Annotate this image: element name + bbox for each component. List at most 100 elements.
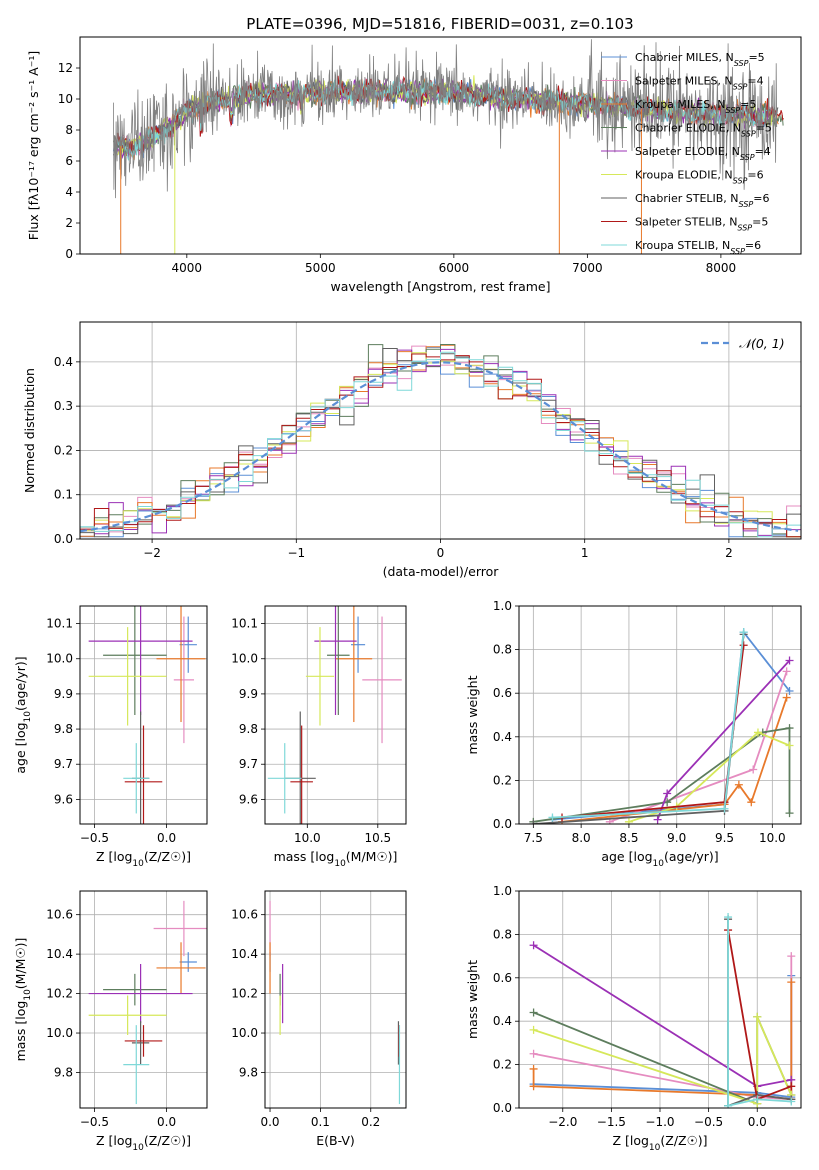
legend-label: Salpeter MILES, NSSP=4 — [635, 75, 764, 92]
y-tick-label: 0.4 — [493, 730, 512, 744]
y-tick-label: 12 — [58, 61, 73, 75]
y-tick-label: 0.0 — [493, 1101, 512, 1115]
y-tick-label: 9.9 — [54, 687, 73, 701]
x-tick-label: 0 — [437, 546, 445, 560]
plot-area-age_vs_mass — [267, 606, 402, 824]
weight-marker — [785, 687, 794, 696]
label-part: (age/yr)] — [13, 656, 28, 711]
y-tick-label: 0 — [65, 247, 73, 261]
y-tick-label: 0.3 — [54, 399, 73, 413]
weight-line — [727, 917, 792, 1107]
legend-label: Salpeter ELODIE, NSSP=4 — [635, 145, 771, 162]
weight-marker — [782, 667, 791, 676]
legend-label-main: Kroupa ELODIE, N — [635, 169, 733, 182]
x-tick-label: 5000 — [305, 261, 336, 275]
legend-label-main: Chabrier ELODIE, N — [635, 122, 741, 135]
x-axis-label: (data-model)/error — [383, 564, 500, 579]
label-part: log — [113, 1133, 132, 1148]
legend-label-sub: SSP — [739, 200, 754, 209]
x-tick-label: 10.0 — [294, 831, 321, 845]
weight-marker — [624, 817, 633, 824]
axis-frame — [79, 36, 802, 255]
axis-frame — [79, 890, 208, 1109]
label-part: Normed distribution — [22, 368, 37, 493]
weight-marker — [734, 780, 743, 789]
legend-label-tail: =6 — [747, 169, 763, 182]
y-tick-label: 0.8 — [493, 643, 512, 657]
panel-residuals: −2 −1 0 1 2 0.0 0.1 0.2 0.3 0.4 (data-model)/error… — [22, 321, 802, 579]
weight-marker — [747, 798, 756, 807]
panel-age_vs_Z: −0.5 0.09.69.79.89.910.010.1Z [log10(Z/Z☉… — [13, 605, 208, 869]
weight-marker — [529, 1025, 538, 1034]
axis-frame — [518, 605, 802, 825]
y-tick-label: 1.0 — [493, 884, 512, 898]
plot-area-mass_vs_Z — [88, 900, 207, 1105]
y-tick-label: 0.1 — [54, 488, 73, 502]
label-part: log — [13, 1001, 28, 1020]
axis-frame — [264, 605, 407, 825]
legend-label-tail: =5 — [748, 51, 764, 64]
legend-label-main: Salpeter MILES, N — [635, 75, 733, 88]
legend-label: Kroupa STELIB, NSSP=6 — [635, 239, 761, 256]
x-tick-label: 8.0 — [572, 831, 591, 845]
x-tick-label: −0.5 — [80, 831, 109, 845]
weight-marker — [724, 1101, 733, 1108]
label-part: mass weight — [465, 675, 480, 754]
legend-label-main: Chabrier STELIB, N — [635, 192, 739, 205]
label-part: mass [ — [13, 1020, 28, 1062]
legend-label-sub: SSP — [740, 153, 755, 162]
x-axis-label: Z [log10(Z/Z☉)] — [96, 1133, 191, 1153]
label-sub: 10 — [649, 1143, 661, 1153]
label-part: mass [ — [274, 849, 316, 864]
label-part: (M/M☉)] — [13, 938, 28, 990]
weight-marker — [739, 628, 748, 637]
y-tick-label: 0.4 — [54, 355, 73, 369]
weight-marker — [529, 1064, 538, 1073]
panel-mass_vs_ebv: 0.0 0.1 0.2 9.8 10.0 10.2 10.4 10.6 E(B-V) — [231, 890, 407, 1148]
legend-label-tail: =4 — [747, 75, 763, 88]
weight-line — [561, 697, 788, 823]
axis-frame — [518, 890, 802, 1109]
weight-marker — [724, 913, 733, 922]
x-tick-label: 7.5 — [524, 831, 543, 845]
y-tick-label: 10.6 — [46, 908, 73, 922]
x-axis-label: wavelength [Angstrom, rest frame] — [330, 279, 550, 294]
legend-label-main: Salpeter STELIB, N — [635, 216, 737, 229]
y-tick-label: 10.0 — [231, 652, 258, 666]
legend-label-tail: =5 — [740, 98, 756, 111]
label-sub: 10 — [653, 859, 665, 869]
y-tick-label: 10.2 — [46, 987, 73, 1001]
label-part: age [ — [13, 742, 28, 774]
legend-label-sub: SSP — [737, 223, 752, 232]
weight-marker — [753, 1012, 762, 1021]
plot-area-residuals — [80, 344, 801, 538]
label-part: log — [113, 849, 132, 864]
y-tick-label: 1.0 — [493, 599, 512, 613]
label-sub: 10 — [132, 1143, 144, 1153]
legend-label-sub: SSP — [733, 82, 748, 91]
weight-marker — [785, 656, 794, 665]
label-part: E(B-V) — [316, 1133, 355, 1148]
weight-marker — [653, 815, 662, 824]
weight-marker — [749, 765, 758, 774]
plot-area-mass_vs_ebv — [269, 900, 401, 1105]
legend-label-tail: =5 — [752, 216, 768, 229]
weight-line — [533, 634, 745, 824]
y-axis-label: Normed distribution — [22, 368, 37, 493]
x-axis-label: age [log10(age/yr)] — [601, 849, 718, 869]
weight-marker — [787, 1097, 796, 1106]
label-part: (data-model)/error — [383, 564, 500, 579]
legend-label-main: Kroupa STELIB, N — [635, 239, 730, 252]
legend-label: Kroupa ELODIE, NSSP=6 — [635, 169, 764, 186]
y-tick-label: 10.0 — [46, 1026, 73, 1040]
weight-marker — [720, 804, 729, 813]
panel-mass_vs_Z: −0.5 0.09.810.010.210.410.6Z [log10(Z/Z☉)… — [13, 890, 208, 1153]
x-axis-label: mass [log10(M/M☉)] — [274, 849, 398, 869]
y-tick-label: 10 — [58, 92, 73, 106]
legend-label: Chabrier ELODIE, NSSP=5 — [635, 122, 772, 139]
weight-marker — [663, 789, 672, 798]
y-tick-label: 0.2 — [493, 1058, 512, 1072]
legend-label-sub: SSP — [733, 176, 748, 185]
